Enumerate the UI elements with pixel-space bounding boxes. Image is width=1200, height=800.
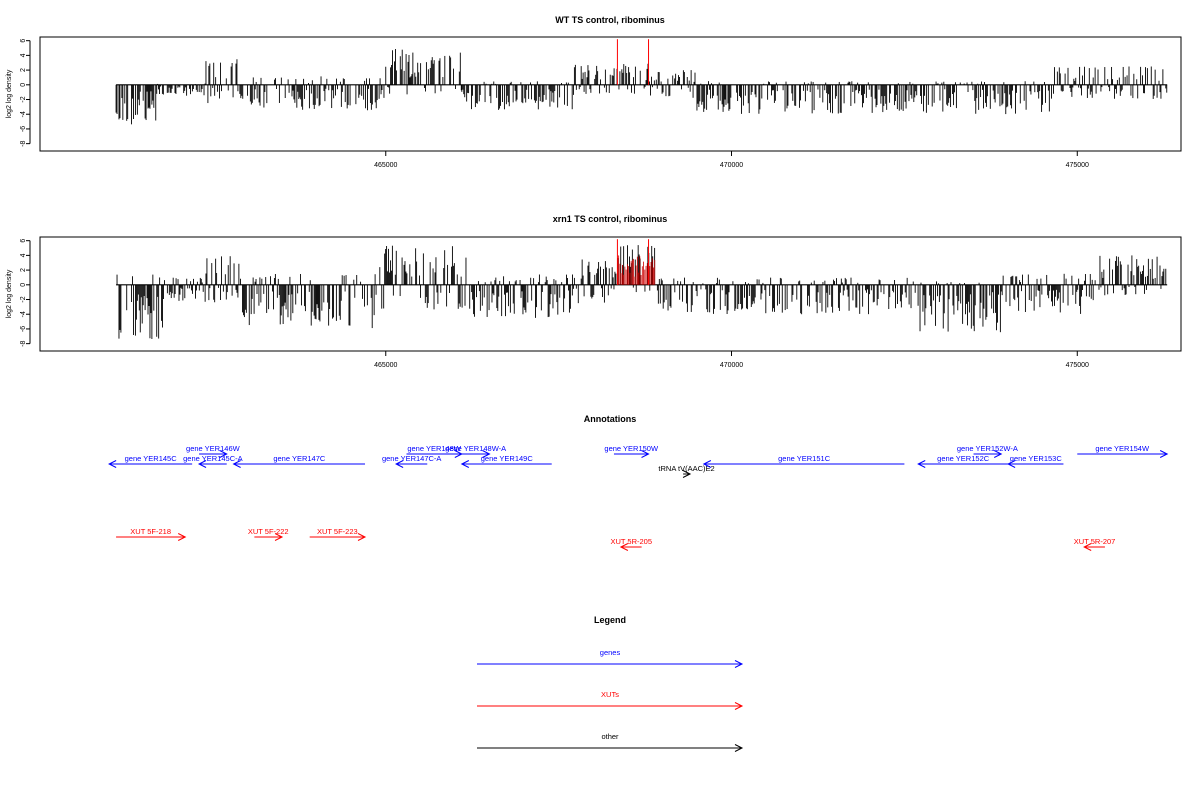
y-tick-label: 2 (20, 268, 27, 272)
y-tick-label: 6 (20, 239, 27, 243)
x-tick-label: 465000 (374, 362, 397, 369)
y-tick-label: 0 (20, 283, 27, 287)
annotation-arrow (1077, 450, 1169, 458)
y-tick-label: 2 (20, 68, 27, 72)
annotation-arrow (1007, 460, 1064, 468)
xrn1-density-panel: xrn1 TS control, ribominus log2 log dens… (6, 214, 1182, 369)
annotation-label: gene YER152C (937, 454, 990, 463)
y-tick-label: -2 (20, 96, 27, 102)
annotations-title: Annotations (584, 414, 637, 424)
annotation-arrow (973, 450, 1003, 458)
annotation-arrow (197, 460, 227, 468)
annotation-label: gene YER151C (778, 454, 831, 463)
annotation-arrow (309, 533, 367, 541)
red-markers (616, 239, 656, 285)
y-tick-label: 0 (20, 83, 27, 87)
annotation-label: gene YER147C (273, 454, 326, 463)
annotation-arrow (917, 460, 1009, 468)
annotation-arrow (682, 470, 692, 478)
annotation-label: gene YER154W (1095, 444, 1150, 453)
annotation-label: gene YER145C (125, 454, 178, 463)
x-axis: 465000 470000 475000 (374, 151, 1089, 169)
annotation-arrow (232, 460, 366, 468)
annotation-label: XUT 5R-205 (610, 537, 652, 546)
annotation-label: XUT 5F-223 (317, 527, 358, 536)
annotation-arrow (460, 460, 552, 468)
legend-arrow (477, 660, 744, 668)
y-axis-label: log2 log density (6, 69, 13, 118)
annotation-arrow (199, 450, 228, 458)
annotation-arrow (395, 460, 428, 468)
annotation-label: XUT 5F-222 (248, 527, 289, 536)
y-tick-label: 4 (20, 53, 27, 57)
annotation-label: gene YER147C-A (382, 454, 441, 463)
density-bars (116, 245, 1168, 339)
legend-arrow (477, 744, 744, 752)
annotation-label: gene YER149C (481, 454, 534, 463)
legend-label: other (601, 732, 619, 741)
annotation-arrow (254, 533, 284, 541)
x-tick-label: 465000 (374, 162, 397, 169)
annotation-arrow (116, 533, 187, 541)
annotation-arrow (702, 460, 905, 468)
x-tick-label: 470000 (720, 362, 743, 369)
legend-arrow (477, 702, 744, 710)
annotation-label: gene YER145C-A (183, 454, 242, 463)
plot-frame (39, 36, 1182, 152)
x-axis: 465000 470000 475000 (374, 351, 1089, 369)
panel-title: xrn1 TS control, ribominus (553, 214, 668, 224)
annotation-label: gene YER148W (407, 444, 462, 453)
annotation-arrow (619, 543, 642, 551)
y-tick-label: -8 (20, 340, 27, 346)
y-tick-label: -4 (20, 111, 27, 117)
x-tick-label: 470000 (720, 162, 743, 169)
annotation-label: tRNA tV(AAC)E2 (658, 464, 714, 473)
density-bars (115, 49, 1168, 125)
x-tick-label: 475000 (1066, 162, 1089, 169)
annotation-arrow (461, 450, 491, 458)
legend-label: XUTs (601, 690, 619, 699)
wt-density-panel: WT TS control, ribominus log2 log densit… (6, 15, 1182, 169)
y-tick-label: -6 (20, 126, 27, 132)
legend-title: Legend (594, 615, 626, 625)
annotation-arrow (1083, 543, 1105, 551)
annotation-label: gene YER146W (186, 444, 241, 453)
annotation-label: gene YER152W-A (957, 444, 1018, 453)
y-tick-label: -4 (20, 311, 27, 317)
y-tick-label: -6 (20, 326, 27, 332)
legend-label: genes (600, 648, 621, 657)
annotation-label: gene YER150W (604, 444, 659, 453)
y-tick-label: -8 (20, 140, 27, 146)
annotation-label: XUT 5F-218 (130, 527, 171, 536)
y-axis-label: log2 log density (6, 269, 13, 318)
y-tick-label: 4 (20, 253, 27, 257)
y-axis: 6 4 2 0 -2 -4 -6 -8 (20, 39, 31, 147)
legend: Legend genes XUTs other (477, 615, 744, 752)
annotation-arrow (613, 450, 650, 458)
annotation-label: XUT 5R-207 (1074, 537, 1116, 546)
panel-title: WT TS control, ribominus (555, 15, 665, 25)
plot-frame (39, 236, 1182, 352)
red-markers (616, 39, 650, 85)
annotation-arrow (108, 460, 193, 468)
annotation-label: gene YER153C (1010, 454, 1063, 463)
y-axis: 6 4 2 0 -2 -4 -6 -8 (20, 239, 31, 347)
y-tick-label: -2 (20, 296, 27, 302)
x-tick-label: 475000 (1066, 362, 1089, 369)
annotation-label: gene YER148W-A (445, 444, 506, 453)
y-tick-label: 6 (20, 39, 27, 43)
